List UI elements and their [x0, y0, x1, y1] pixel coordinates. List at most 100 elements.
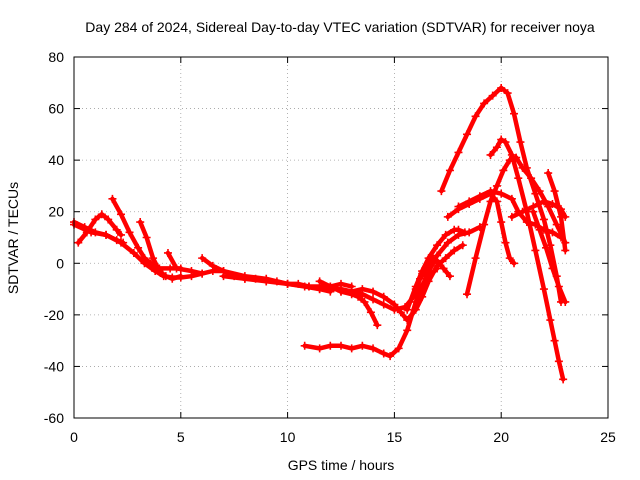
data-point	[142, 233, 151, 242]
data-point	[112, 225, 121, 234]
data-point	[337, 287, 345, 296]
data-point	[460, 228, 469, 237]
data-point	[557, 212, 566, 221]
data-point	[507, 212, 516, 221]
data-point	[463, 130, 472, 139]
data-point	[337, 341, 345, 350]
data-point	[503, 89, 512, 98]
data-point	[208, 261, 217, 270]
y-tick-label: 20	[48, 204, 64, 220]
data-point	[116, 238, 125, 247]
data-point	[471, 254, 480, 263]
data-point	[326, 341, 335, 350]
data-point	[428, 254, 437, 263]
data-point	[510, 109, 519, 118]
data-point	[136, 218, 145, 227]
data-point	[439, 264, 448, 273]
data-point	[283, 279, 292, 288]
data-point	[554, 282, 563, 291]
data-point	[300, 341, 309, 350]
y-tick-label: 80	[48, 49, 64, 65]
data-point	[134, 243, 143, 252]
data-point	[97, 210, 106, 219]
data-point	[480, 220, 489, 229]
data-point	[492, 143, 501, 152]
data-point	[554, 357, 563, 366]
data-point	[497, 189, 506, 198]
data-point	[315, 344, 324, 353]
data-point	[561, 246, 570, 255]
data-point	[354, 292, 363, 301]
chart-title: Day 284 of 2024, Sidereal Day-to-day VTE…	[85, 19, 595, 35]
data-point	[424, 259, 433, 268]
data-point	[418, 269, 427, 278]
data-point	[108, 194, 117, 203]
data-point	[403, 326, 412, 335]
data-point	[373, 321, 382, 330]
data-point	[262, 277, 271, 286]
data-point	[559, 375, 568, 384]
data-point	[176, 272, 185, 281]
data-point	[492, 197, 501, 206]
data-point	[450, 246, 459, 255]
data-point	[548, 228, 557, 237]
series-arc-21	[530, 209, 568, 305]
data-point	[433, 256, 442, 265]
data-point	[315, 285, 324, 294]
data-point	[544, 169, 553, 178]
y-tick-label: -20	[44, 307, 64, 323]
data-point	[102, 230, 111, 239]
y-tick-label: -60	[44, 410, 64, 426]
data-point	[505, 254, 514, 263]
data-point	[411, 297, 420, 306]
data-point	[465, 197, 474, 206]
data-point	[74, 238, 83, 247]
data-point	[366, 308, 375, 317]
x-axis-label: GPS time / hours	[288, 457, 395, 473]
x-tick-label: 10	[280, 429, 296, 445]
x-tick-label: 5	[177, 429, 185, 445]
data-point	[497, 83, 506, 92]
data-point	[445, 272, 454, 281]
data-point	[535, 187, 544, 196]
data-point	[507, 194, 516, 203]
data-point	[129, 248, 138, 257]
x-tick-label: 15	[387, 429, 403, 445]
data-point	[433, 241, 442, 250]
data-point	[514, 174, 523, 183]
data-series	[70, 83, 570, 384]
data-point	[454, 202, 463, 211]
x-tick-label: 25	[600, 429, 616, 445]
data-point	[539, 197, 548, 206]
data-point	[161, 272, 170, 281]
y-tick-label: 40	[48, 152, 64, 168]
data-point	[539, 285, 548, 294]
data-point	[411, 285, 420, 294]
data-point	[475, 192, 484, 201]
data-point	[379, 292, 388, 301]
data-point	[347, 287, 356, 296]
data-point	[219, 272, 228, 281]
data-point	[104, 215, 113, 224]
data-point	[198, 269, 207, 278]
data-point	[531, 246, 540, 255]
data-point	[125, 228, 134, 237]
data-point	[550, 336, 559, 345]
data-point	[445, 166, 454, 175]
data-point	[542, 243, 551, 252]
x-tick-label: 0	[70, 429, 78, 445]
data-point	[394, 344, 403, 353]
data-point	[379, 349, 388, 358]
data-point	[87, 228, 96, 237]
data-point	[531, 189, 540, 198]
y-tick-label: 60	[48, 101, 64, 117]
grid	[74, 57, 608, 418]
data-point	[492, 181, 501, 190]
data-point	[535, 225, 544, 234]
data-point	[501, 138, 510, 147]
data-point	[155, 267, 164, 276]
data-point	[486, 187, 495, 196]
data-point	[140, 254, 149, 263]
data-point	[315, 277, 324, 286]
